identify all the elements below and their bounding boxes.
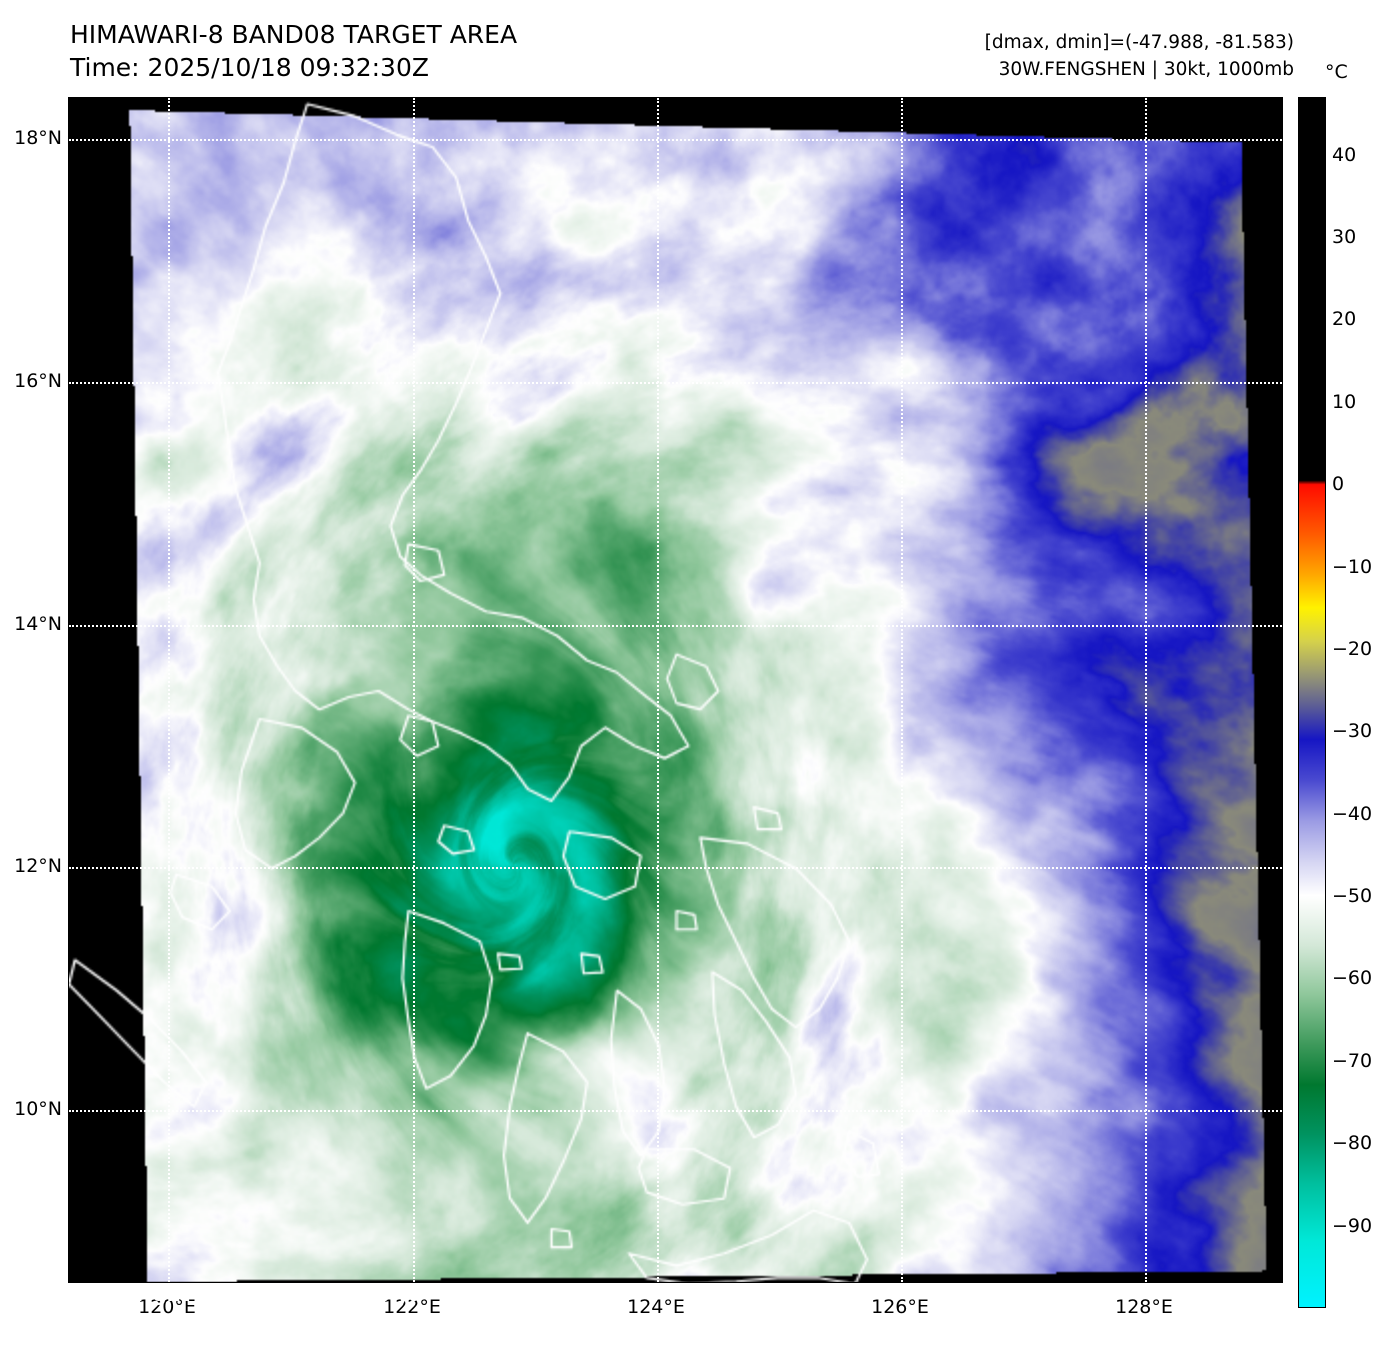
colorbar-tick: 30	[1332, 226, 1357, 249]
latitude-tick-label: 14°N	[14, 613, 62, 635]
colorbar-tick: 40	[1332, 143, 1357, 166]
colorbar-tick: 10	[1332, 390, 1357, 413]
colorbar-tick-labels: 40 30 20 10 0 −10 −20 −30 −40 −50 −60 −70 −80 −90	[1332, 97, 1390, 1308]
title-line: HIMAWARI-8 BAND08 TARGET AREA	[70, 20, 518, 49]
colorbar-unit-label: °C	[1325, 61, 1348, 83]
colorbar-tick: −40	[1332, 802, 1373, 825]
colorbar[interactable]	[1298, 97, 1326, 1308]
latitude-tick-label: 12°N	[14, 855, 62, 877]
satellite-image-panel[interactable]	[68, 97, 1283, 1283]
colorbar-tick: −60	[1332, 967, 1373, 990]
dmax-dmin-label: [dmax, dmin]=(-47.988, -81.583)	[984, 32, 1294, 53]
colorbar-gradient	[1299, 98, 1325, 1307]
colorbar-tick: −80	[1332, 1132, 1373, 1155]
longitude-tick-label: 128°E	[1115, 1296, 1173, 1318]
colorbar-tick: −10	[1332, 555, 1373, 578]
storm-info-label: 30W.FENGSHEN | 30kt, 1000mb	[998, 58, 1294, 80]
colorbar-tick: 20	[1332, 308, 1357, 331]
colorbar-tick: −30	[1332, 720, 1373, 743]
colorbar-tick: 0	[1332, 473, 1345, 496]
latitude-tick-label: 18°N	[14, 127, 62, 149]
metadata-block: [dmax, dmin]=(-47.988, -81.583) 30W.FENG…	[985, 30, 1294, 84]
page-title: HIMAWARI-8 BAND08 TARGET AREA Time: 2025…	[70, 18, 517, 84]
longitude-tick-label: 126°E	[871, 1296, 929, 1318]
colorbar-tick: −20	[1332, 637, 1373, 660]
colorbar-tick: −70	[1332, 1049, 1373, 1072]
longitude-tick-label: 124°E	[627, 1296, 685, 1318]
longitude-tick-label: 120°E	[138, 1296, 196, 1318]
copyright-label: Copyright © 2020-2025 Dapiya	[82, 1283, 423, 1306]
colorbar-tick: −50	[1332, 885, 1373, 908]
latitude-tick-label: 16°N	[14, 370, 62, 392]
time-line: Time: 2025/10/18 09:32:30Z	[70, 53, 429, 82]
satellite-raster	[69, 98, 1282, 1282]
longitude-tick-label: 122°E	[383, 1296, 441, 1318]
latitude-tick-label: 10°N	[14, 1098, 62, 1120]
colorbar-tick: −90	[1332, 1214, 1373, 1237]
